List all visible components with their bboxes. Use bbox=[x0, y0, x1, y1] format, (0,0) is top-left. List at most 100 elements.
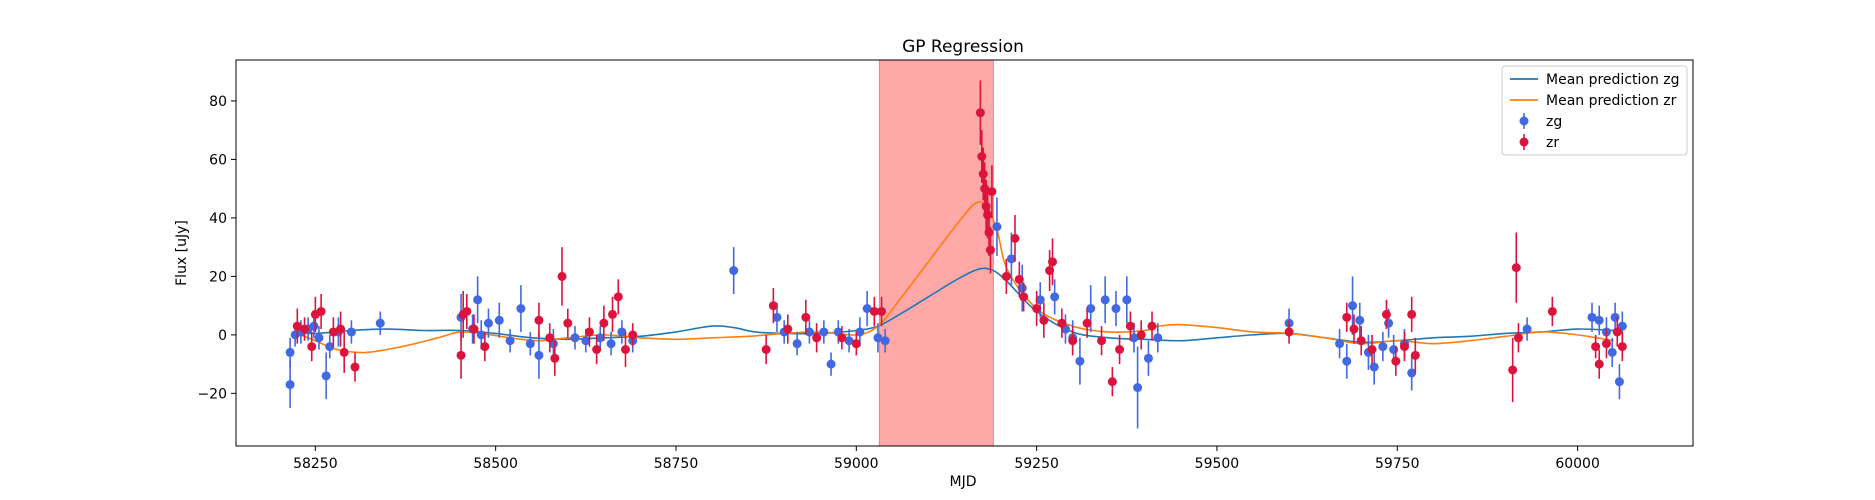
x-axis-label: MJD bbox=[950, 474, 977, 490]
point-zg bbox=[1587, 312, 1597, 322]
x-tick-label: 58750 bbox=[654, 456, 699, 472]
point-zg bbox=[844, 336, 854, 346]
point-zr bbox=[584, 327, 594, 337]
point-zr bbox=[480, 342, 490, 352]
x-axis: 58250 58500 58750 59000 59250 59500 59750 60000 bbox=[293, 446, 1600, 472]
point-zr bbox=[1591, 342, 1601, 352]
shaded-region-layer bbox=[878, 59, 994, 447]
point-zr bbox=[613, 292, 623, 302]
point-zr bbox=[1356, 336, 1366, 346]
point-zr bbox=[339, 347, 349, 357]
point-zg bbox=[494, 315, 504, 325]
point-zg bbox=[309, 321, 319, 331]
point-zr bbox=[1125, 321, 1135, 331]
point-zr bbox=[869, 306, 879, 316]
point-zg bbox=[595, 333, 605, 343]
point-zg bbox=[285, 347, 295, 357]
point-zr bbox=[534, 315, 544, 325]
point-zr bbox=[1547, 306, 1557, 316]
point-zg bbox=[525, 339, 535, 349]
point-zr bbox=[545, 333, 555, 343]
point-zg bbox=[873, 333, 883, 343]
point-zr bbox=[336, 324, 346, 334]
point-zr bbox=[1001, 271, 1011, 281]
point-zg bbox=[1355, 315, 1365, 325]
point-zr bbox=[608, 309, 618, 319]
point-zg bbox=[581, 336, 591, 346]
point-zg bbox=[1389, 345, 1399, 354]
point-zr bbox=[592, 345, 602, 354]
point-zr bbox=[292, 321, 302, 331]
point-zg bbox=[476, 330, 486, 340]
point-zg bbox=[1143, 353, 1153, 363]
legend: Mean prediction zg Mean prediction zr zg zr bbox=[1501, 65, 1688, 156]
point-zr bbox=[984, 228, 994, 238]
point-zg bbox=[375, 318, 385, 328]
legend-marker-swatch bbox=[1519, 116, 1529, 126]
point-zg bbox=[1075, 356, 1085, 366]
point-zg bbox=[473, 295, 483, 305]
point-zr bbox=[1039, 315, 1049, 325]
point-zr bbox=[801, 312, 811, 322]
point-zr bbox=[1147, 321, 1157, 331]
point-zr bbox=[1032, 304, 1042, 314]
point-zr bbox=[550, 353, 560, 363]
legend-zg: zg bbox=[1519, 113, 1562, 130]
point-zr bbox=[985, 245, 995, 255]
point-zg bbox=[855, 327, 865, 337]
point-zr bbox=[1010, 233, 1020, 243]
point-zr bbox=[1391, 356, 1401, 366]
point-zr bbox=[975, 108, 985, 118]
legend-label: zr bbox=[1546, 135, 1559, 151]
point-zg bbox=[804, 327, 814, 337]
point-zr bbox=[316, 306, 326, 316]
plot-frame bbox=[235, 59, 1694, 447]
point-zg bbox=[1614, 377, 1624, 387]
point-zg bbox=[1335, 339, 1345, 349]
point-zr bbox=[987, 187, 997, 197]
point-zr bbox=[1381, 309, 1391, 319]
point-zg bbox=[1129, 333, 1139, 343]
point-zr bbox=[300, 324, 310, 334]
point-zg bbox=[1050, 292, 1060, 302]
point-zr bbox=[307, 342, 317, 352]
point-zr bbox=[1617, 342, 1627, 352]
point-zr bbox=[563, 318, 573, 328]
point-zg bbox=[617, 327, 627, 337]
point-zr bbox=[1115, 345, 1125, 354]
point-zr bbox=[1342, 312, 1352, 322]
point-zg bbox=[1369, 362, 1379, 372]
point-zr bbox=[1399, 342, 1409, 352]
y-tick-label: 60 bbox=[209, 152, 227, 168]
legend-label: Mean prediction zr bbox=[1546, 93, 1677, 109]
x-tick-label: 58250 bbox=[293, 456, 338, 472]
point-zg bbox=[862, 304, 872, 314]
point-zr bbox=[1097, 336, 1107, 346]
point-zg bbox=[483, 318, 493, 328]
y-tick-label: −20 bbox=[197, 386, 227, 402]
point-zg bbox=[505, 336, 515, 346]
legend-mean-prediction-zr: Mean prediction zr bbox=[1510, 93, 1677, 109]
point-zg bbox=[992, 222, 1002, 232]
point-zg bbox=[1348, 301, 1358, 311]
point-zg bbox=[1522, 324, 1532, 334]
point-zg bbox=[819, 327, 829, 337]
point-zr bbox=[768, 301, 778, 311]
point-zg bbox=[729, 266, 739, 276]
point-zr bbox=[978, 169, 988, 179]
legend-marker-swatch bbox=[1519, 137, 1529, 147]
point-zg bbox=[570, 333, 580, 343]
y-axis: −20 0 20 40 60 80 bbox=[197, 94, 236, 402]
point-zg bbox=[1378, 342, 1388, 352]
point-zr bbox=[1601, 339, 1611, 349]
y-tick-label: 40 bbox=[209, 211, 227, 227]
point-zr bbox=[1508, 365, 1518, 375]
point-zr bbox=[1136, 330, 1146, 340]
point-zr bbox=[328, 327, 338, 337]
point-zr bbox=[1513, 333, 1523, 343]
x-tick-label: 59000 bbox=[834, 456, 879, 472]
x-tick-label: 59250 bbox=[1014, 456, 1059, 472]
x-tick-label: 60000 bbox=[1555, 456, 1600, 472]
point-zr bbox=[1367, 345, 1377, 354]
point-zg bbox=[880, 336, 890, 346]
